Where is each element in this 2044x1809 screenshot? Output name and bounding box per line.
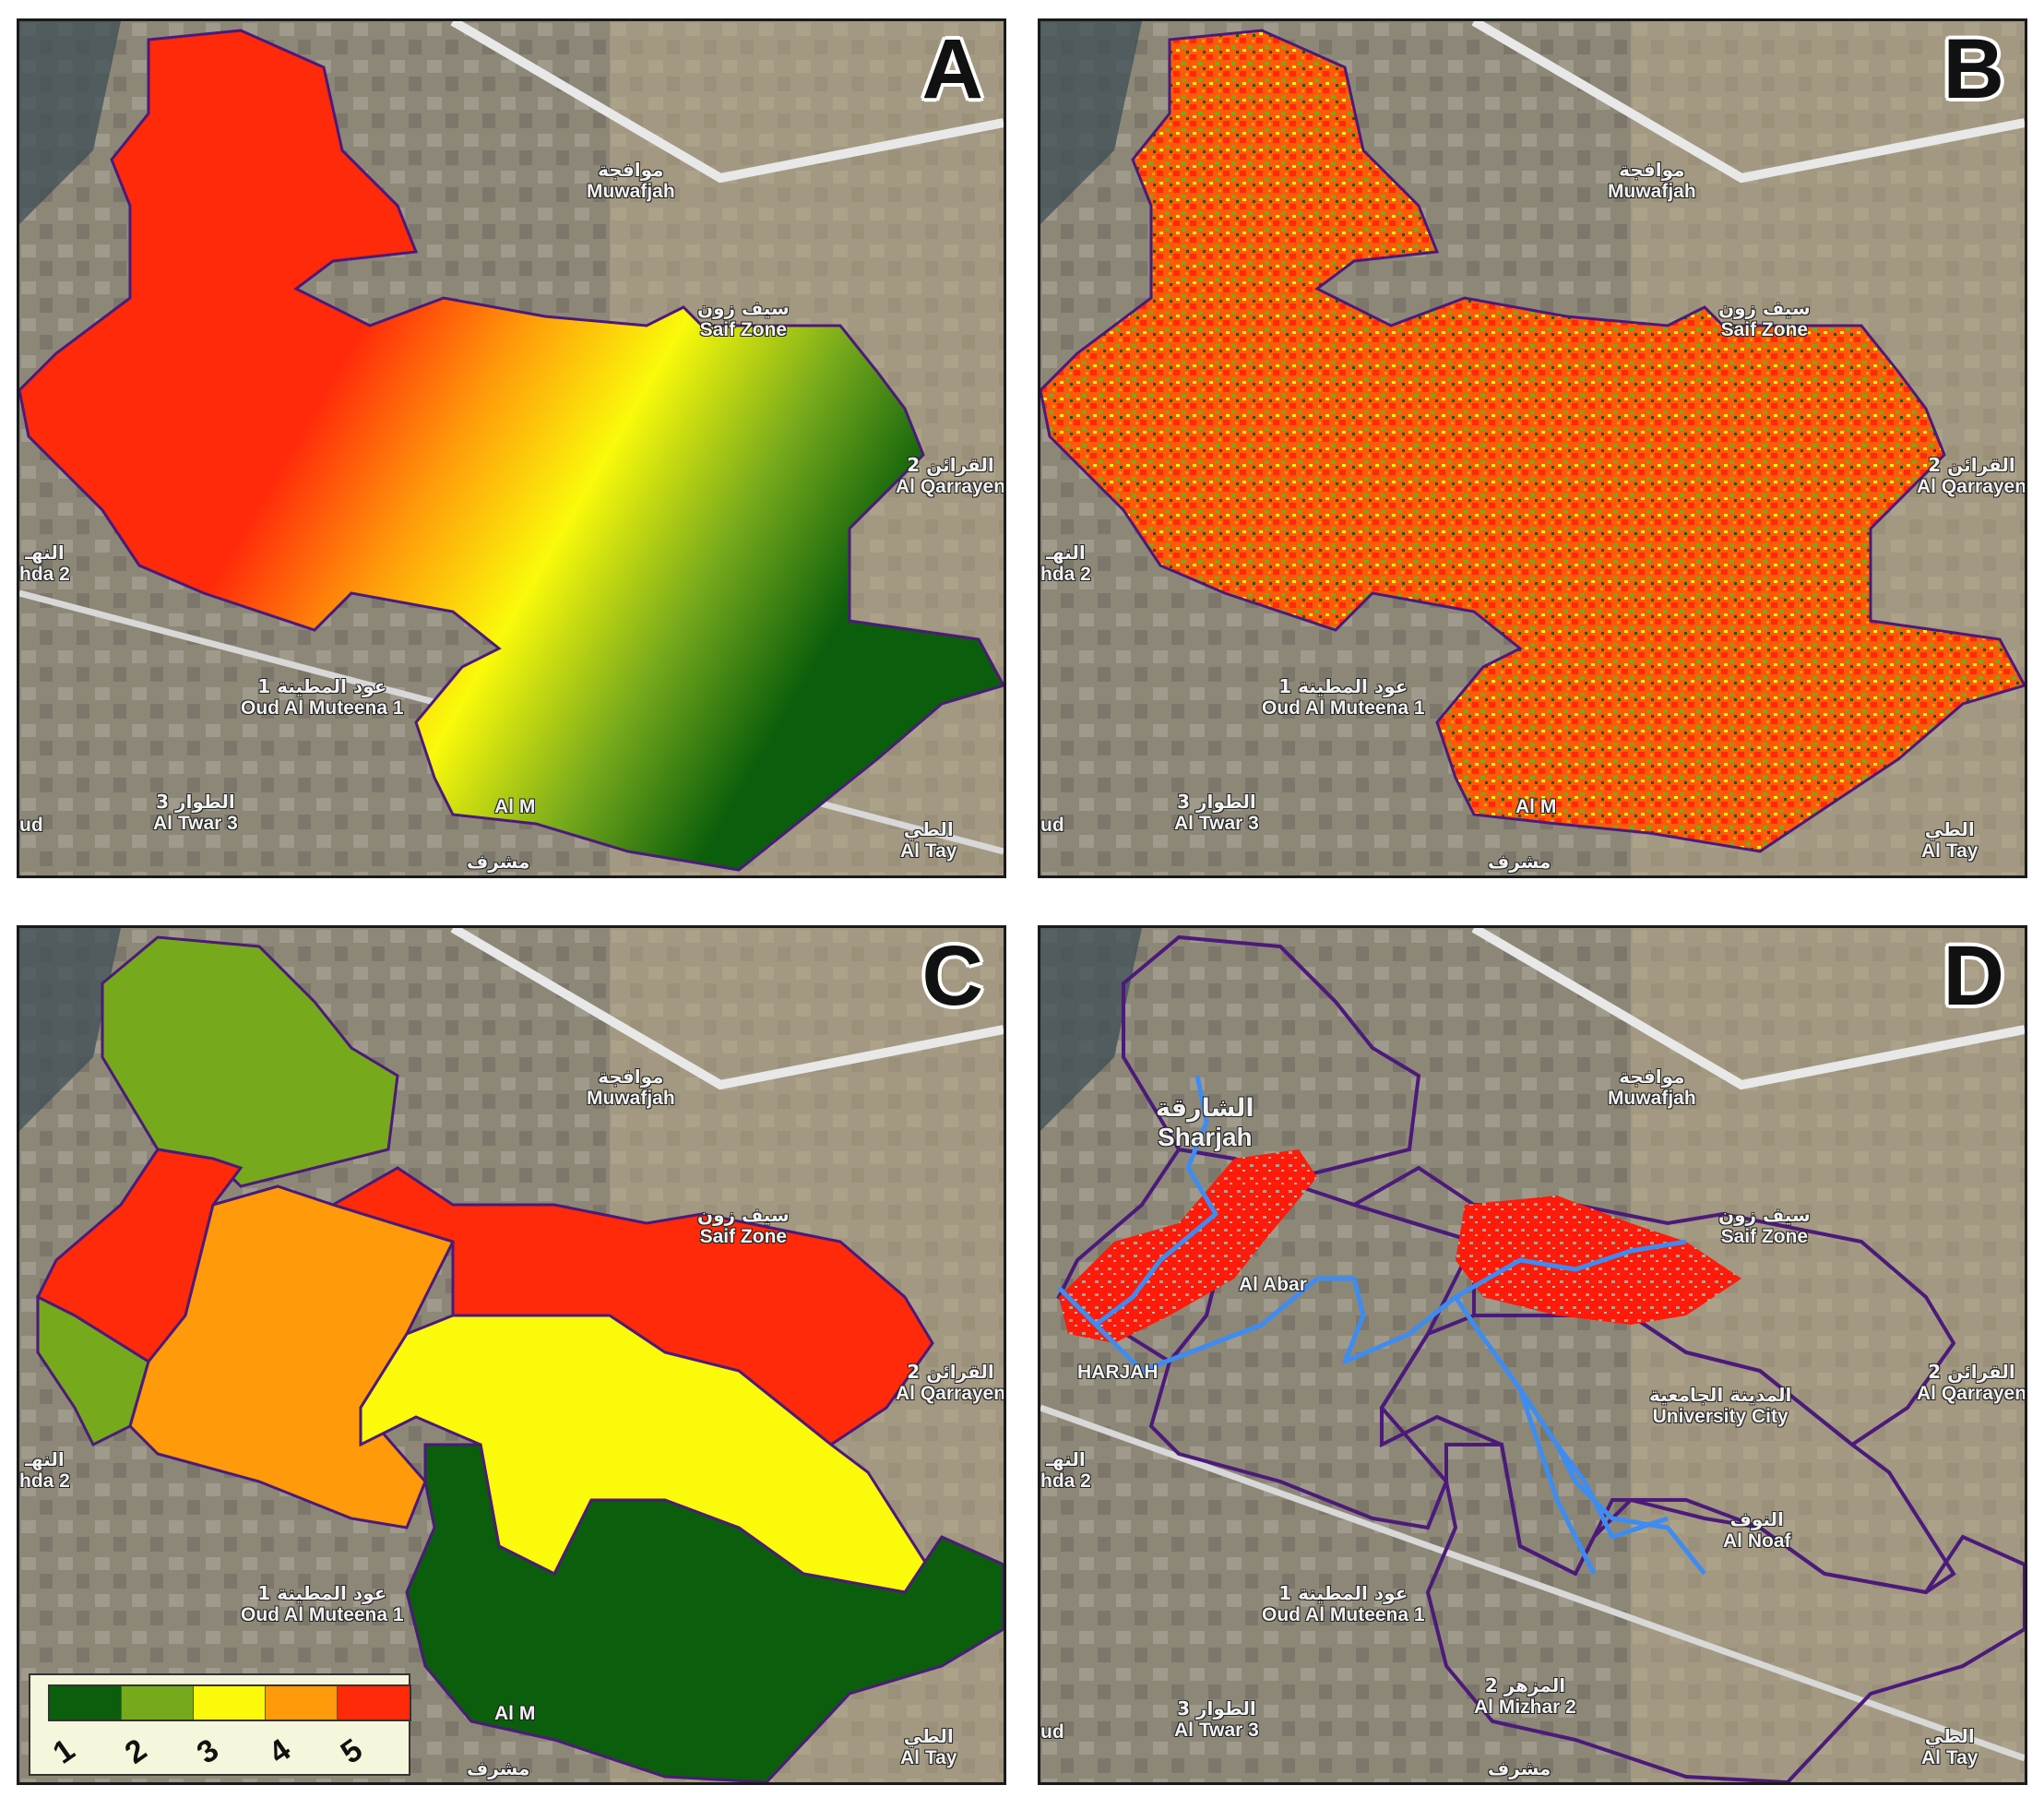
legend-swatch-4 <box>266 1686 338 1720</box>
label-al-twar: الطوار 3 Al Twar 3 <box>1174 791 1259 835</box>
label-ud: ud <box>19 815 43 836</box>
label-mushrif: مشرف <box>467 1757 530 1779</box>
panel-d-svg <box>1040 928 2025 1782</box>
label-mushrif: مشرف <box>1488 1757 1551 1779</box>
legend-swatch-5 <box>338 1686 410 1720</box>
flood-area-west <box>1059 1149 1317 1343</box>
label-al-noaf: النوف Al Noaf <box>1723 1508 1791 1553</box>
label-saif-zone: سيف زون Saif Zone <box>697 297 790 341</box>
label-al-qarrayen: القرائن 2 Al Qarrayen <box>896 454 1006 498</box>
hazard-raster-a <box>19 29 1004 872</box>
legend: 1 2 3 4 5 <box>29 1673 411 1776</box>
subbasin-class2-west <box>36 1294 150 1447</box>
legend-swatch-1 <box>50 1686 122 1720</box>
subbasin-class2-north <box>101 935 399 1188</box>
label-al-abar: Al Abar <box>1239 1274 1307 1295</box>
label-university-city: المدينة الجامعية University City <box>1649 1384 1792 1428</box>
panel-letter: B <box>1943 22 2004 116</box>
label-al-tay: الطي Al Tay <box>1921 1725 1979 1769</box>
label-saif-zone: سيف زون Saif Zone <box>1718 297 1811 341</box>
label-al-nahda: النهـ hda 2 <box>19 542 70 586</box>
hazard-raster-b <box>1040 29 2025 853</box>
label-al-nahda: النهـ hda 2 <box>1040 542 1091 586</box>
label-al-tay: الطي Al Tay <box>1921 818 1979 863</box>
label-al-nahda: النهـ hda 2 <box>1040 1448 1091 1493</box>
label-muwafjah: موافجة Muwafjah <box>587 1065 675 1110</box>
panel-letter: C <box>921 929 983 1023</box>
label-harjah: HARJAH <box>1077 1362 1159 1383</box>
label-al-qarrayen: القرائن 2 Al Qarrayen <box>896 1361 1006 1405</box>
panel-d-map: الشارقة Sharjah موافجة Muwafjah سيف زون Sai… <box>1038 925 2027 1785</box>
label-sharjah: الشارقة Sharjah <box>1156 1094 1254 1152</box>
label-al-qarrayen: القرائن 2 Al Qarrayen <box>1917 1361 2027 1405</box>
label-al-nahda: النهـ hda 2 <box>19 1448 70 1493</box>
label-al-qarrayen: القرائن 2 Al Qarrayen <box>1917 454 2027 498</box>
label-al-tay: الطي Al Tay <box>900 818 957 863</box>
panel-letter: A <box>921 22 983 116</box>
panel-c-svg <box>19 928 1004 1782</box>
label-ud: ud <box>1040 1721 1064 1743</box>
legend-swatches <box>48 1684 411 1721</box>
label-al-mizhar: المزهر 2 Al Mizhar 2 <box>1474 1674 1576 1719</box>
label-oud-al-muteena: عود المطينة 1 Oud Al Muteena 1 <box>241 675 404 720</box>
label-muwafjah: موافجة Muwafjah <box>1608 1065 1696 1110</box>
label-muwafjah: موافجة Muwafjah <box>587 159 675 203</box>
water-body <box>19 21 121 224</box>
panel-c-map: موافجة Muwafjah سيف زون Saif Zone القرائن … <box>17 925 1006 1785</box>
label-saif-zone: سيف زون Saif Zone <box>1718 1204 1811 1248</box>
label-oud-al-muteena: عود المطينة 1 Oud Al Muteena 1 <box>241 1582 404 1626</box>
label-al-twar: الطوار 3 Al Twar 3 <box>153 791 238 835</box>
panel-b-map: موافجة Muwafjah سيف زون Saif Zone القرائن … <box>1038 18 2027 878</box>
stream-network <box>1057 1075 1706 1576</box>
label-mushrif: مشرف <box>467 851 530 873</box>
label-al-tay: الطي Al Tay <box>900 1725 957 1769</box>
legend-labels: 1 2 3 4 5 <box>47 1732 408 1771</box>
legend-swatch-3 <box>194 1686 266 1720</box>
legend-swatch-2 <box>122 1686 194 1720</box>
label-muwafjah: موافجة Muwafjah <box>1608 159 1696 203</box>
label-oud-al-muteena: عود المطينة 1 Oud Al Muteena 1 <box>1262 1582 1425 1626</box>
label-oud-al-muteena: عود المطينة 1 Oud Al Muteena 1 <box>1262 675 1425 720</box>
label-al-m: Al M <box>494 1703 536 1724</box>
label-ud: ud <box>1040 815 1064 836</box>
label-al-twar: الطوار 3 Al Twar 3 <box>1174 1697 1259 1742</box>
label-saif-zone: سيف زون Saif Zone <box>697 1204 790 1248</box>
label-mushrif: مشرف <box>1488 851 1551 873</box>
panel-a-svg <box>19 21 1004 875</box>
panel-a-map: موافجة Muwafjah سيف زون Saif Zone القرائن … <box>17 18 1006 878</box>
panel-letter: D <box>1943 929 2004 1023</box>
panel-b-svg <box>1040 21 2025 875</box>
label-al-m: Al M <box>494 796 536 817</box>
subbasin-class1 <box>405 1443 1004 1782</box>
label-al-m: Al M <box>1515 796 1557 817</box>
